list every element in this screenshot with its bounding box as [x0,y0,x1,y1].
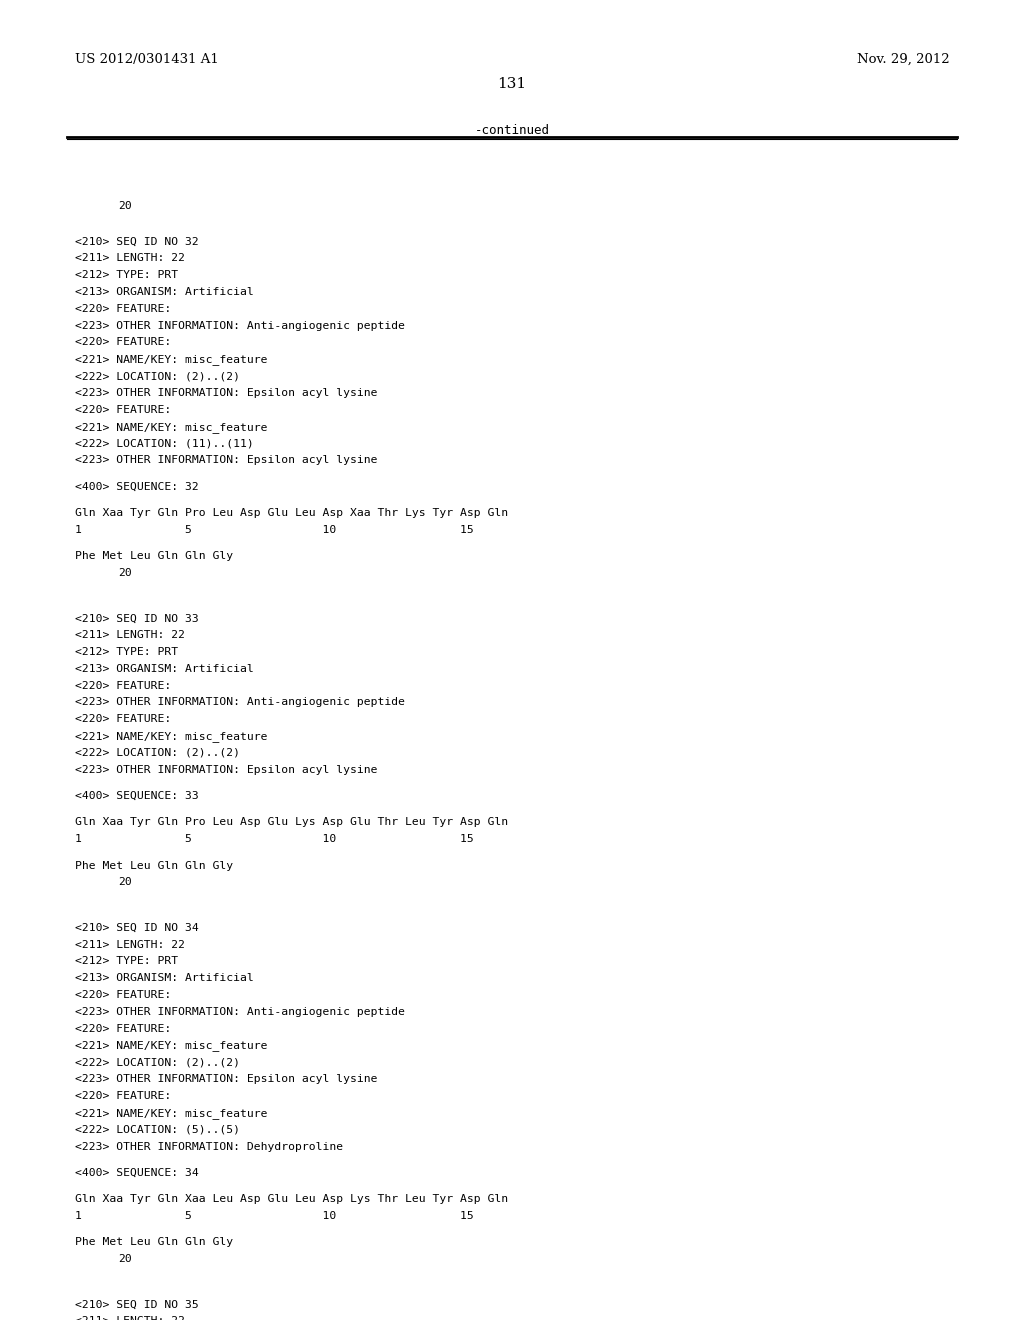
Text: <400> SEQUENCE: 34: <400> SEQUENCE: 34 [75,1168,199,1177]
Text: <220> FEATURE:: <220> FEATURE: [75,714,171,725]
Text: <223> OTHER INFORMATION: Anti-angiogenic peptide: <223> OTHER INFORMATION: Anti-angiogenic… [75,1007,404,1016]
Text: <221> NAME/KEY: misc_feature: <221> NAME/KEY: misc_feature [75,354,267,366]
Text: <400> SEQUENCE: 33: <400> SEQUENCE: 33 [75,791,199,801]
Text: US 2012/0301431 A1: US 2012/0301431 A1 [75,53,218,66]
Text: <223> OTHER INFORMATION: Anti-angiogenic peptide: <223> OTHER INFORMATION: Anti-angiogenic… [75,321,404,330]
Text: 20: 20 [118,878,131,887]
Text: Phe Met Leu Gln Gln Gly: Phe Met Leu Gln Gln Gly [75,552,232,561]
Text: Gln Xaa Tyr Gln Pro Leu Asp Glu Leu Asp Xaa Thr Lys Tyr Asp Gln: Gln Xaa Tyr Gln Pro Leu Asp Glu Leu Asp … [75,508,508,517]
Text: <210> SEQ ID NO 32: <210> SEQ ID NO 32 [75,236,199,247]
Text: 1               5                   10                  15: 1 5 10 15 [75,525,473,535]
Text: Gln Xaa Tyr Gln Pro Leu Asp Glu Lys Asp Glu Thr Leu Tyr Asp Gln: Gln Xaa Tyr Gln Pro Leu Asp Glu Lys Asp … [75,817,508,828]
Text: <221> NAME/KEY: misc_feature: <221> NAME/KEY: misc_feature [75,1040,267,1052]
Text: <221> NAME/KEY: misc_feature: <221> NAME/KEY: misc_feature [75,731,267,742]
Text: -continued: -continued [474,124,550,137]
Text: <213> ORGANISM: Artificial: <213> ORGANISM: Artificial [75,973,254,983]
Text: 1               5                   10                  15: 1 5 10 15 [75,1210,473,1221]
Text: <220> FEATURE:: <220> FEATURE: [75,405,171,414]
Text: <223> OTHER INFORMATION: Dehydroproline: <223> OTHER INFORMATION: Dehydroproline [75,1142,343,1151]
Text: <222> LOCATION: (5)..(5): <222> LOCATION: (5)..(5) [75,1125,240,1135]
Text: <210> SEQ ID NO 34: <210> SEQ ID NO 34 [75,923,199,933]
Text: 20: 20 [118,568,131,578]
Text: <220> FEATURE:: <220> FEATURE: [75,990,171,1001]
Text: <220> FEATURE:: <220> FEATURE: [75,304,171,314]
Text: Nov. 29, 2012: Nov. 29, 2012 [857,53,949,66]
Text: <211> LENGTH: 22: <211> LENGTH: 22 [75,253,184,263]
Text: <221> NAME/KEY: misc_feature: <221> NAME/KEY: misc_feature [75,421,267,433]
Text: <223> OTHER INFORMATION: Anti-angiogenic peptide: <223> OTHER INFORMATION: Anti-angiogenic… [75,697,404,708]
Text: <211> LENGTH: 22: <211> LENGTH: 22 [75,630,184,640]
Text: <220> FEATURE:: <220> FEATURE: [75,1092,171,1101]
Text: <210> SEQ ID NO 33: <210> SEQ ID NO 33 [75,614,199,623]
Text: 20: 20 [118,201,131,211]
Text: <213> ORGANISM: Artificial: <213> ORGANISM: Artificial [75,286,254,297]
Text: <212> TYPE: PRT: <212> TYPE: PRT [75,647,178,657]
Text: <221> NAME/KEY: misc_feature: <221> NAME/KEY: misc_feature [75,1107,267,1119]
Text: <223> OTHER INFORMATION: Epsilon acyl lysine: <223> OTHER INFORMATION: Epsilon acyl ly… [75,455,377,465]
Text: <223> OTHER INFORMATION: Epsilon acyl lysine: <223> OTHER INFORMATION: Epsilon acyl ly… [75,388,377,397]
Text: <220> FEATURE:: <220> FEATURE: [75,1024,171,1034]
Text: <211> LENGTH: 22: <211> LENGTH: 22 [75,940,184,949]
Text: <222> LOCATION: (2)..(2): <222> LOCATION: (2)..(2) [75,371,240,381]
Text: 20: 20 [118,1254,131,1265]
Text: <220> FEATURE:: <220> FEATURE: [75,338,171,347]
Text: <213> ORGANISM: Artificial: <213> ORGANISM: Artificial [75,664,254,673]
Text: Phe Met Leu Gln Gln Gly: Phe Met Leu Gln Gln Gly [75,861,232,871]
Text: 1               5                   10                  15: 1 5 10 15 [75,834,473,845]
Text: <210> SEQ ID NO 35: <210> SEQ ID NO 35 [75,1300,199,1309]
Text: <223> OTHER INFORMATION: Epsilon acyl lysine: <223> OTHER INFORMATION: Epsilon acyl ly… [75,1074,377,1084]
Text: <222> LOCATION: (2)..(2): <222> LOCATION: (2)..(2) [75,1057,240,1068]
Text: <211> LENGTH: 22: <211> LENGTH: 22 [75,1316,184,1320]
Text: <400> SEQUENCE: 32: <400> SEQUENCE: 32 [75,482,199,491]
Text: <212> TYPE: PRT: <212> TYPE: PRT [75,957,178,966]
Text: Phe Met Leu Gln Gln Gly: Phe Met Leu Gln Gln Gly [75,1237,232,1247]
Text: 131: 131 [498,77,526,91]
Text: <222> LOCATION: (11)..(11): <222> LOCATION: (11)..(11) [75,438,254,449]
Text: Gln Xaa Tyr Gln Xaa Leu Asp Glu Leu Asp Lys Thr Leu Tyr Asp Gln: Gln Xaa Tyr Gln Xaa Leu Asp Glu Leu Asp … [75,1195,508,1204]
Text: <223> OTHER INFORMATION: Epsilon acyl lysine: <223> OTHER INFORMATION: Epsilon acyl ly… [75,764,377,775]
Text: <220> FEATURE:: <220> FEATURE: [75,681,171,690]
Text: <212> TYPE: PRT: <212> TYPE: PRT [75,271,178,280]
Text: <222> LOCATION: (2)..(2): <222> LOCATION: (2)..(2) [75,748,240,758]
